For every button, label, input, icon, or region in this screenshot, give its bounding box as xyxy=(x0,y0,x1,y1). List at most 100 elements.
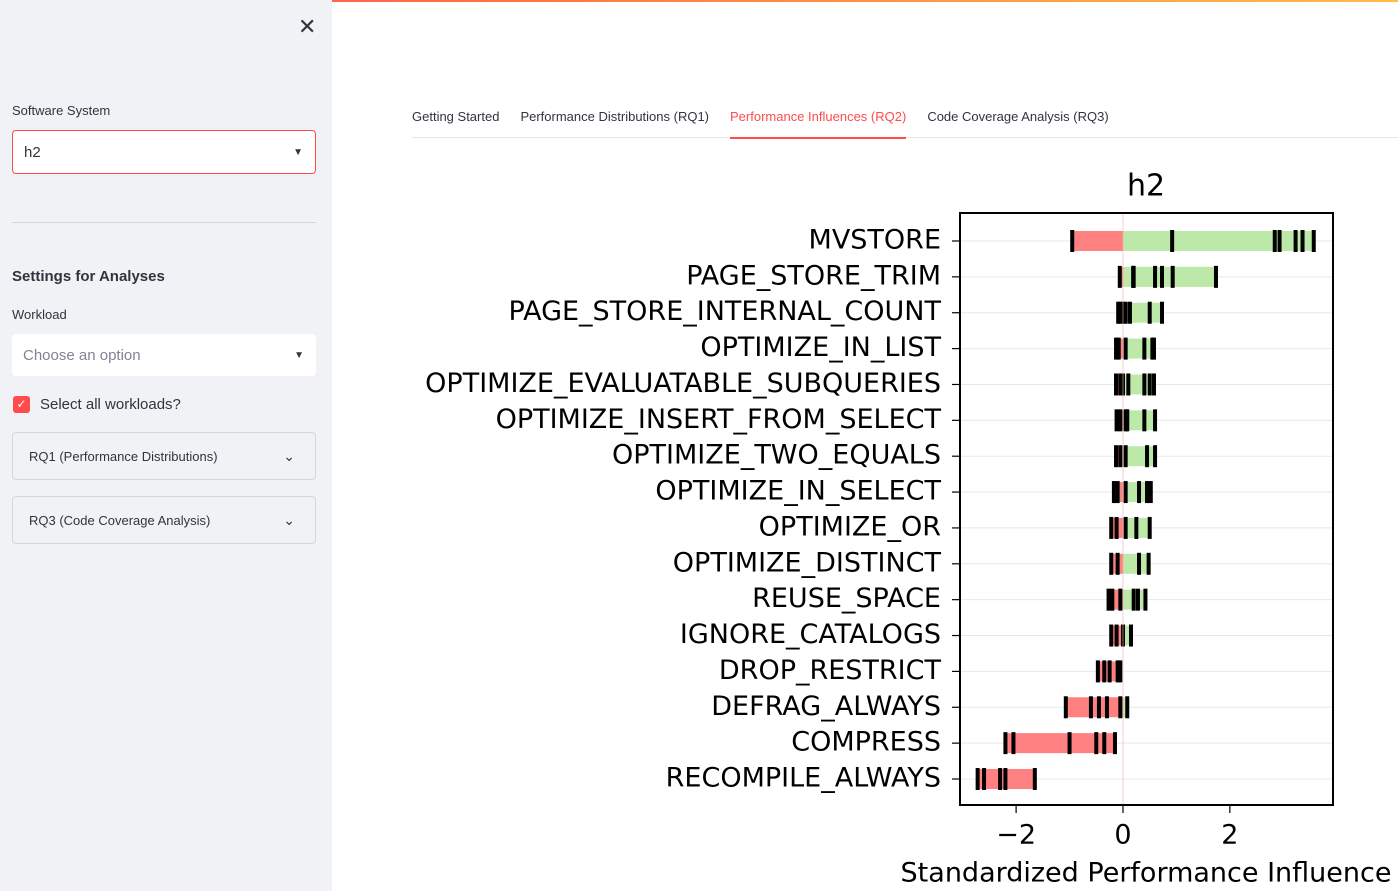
tab[interactable]: Getting Started xyxy=(412,109,500,124)
workload-tick xyxy=(1142,409,1147,432)
x-tick-label: 2 xyxy=(1221,820,1238,851)
chart-title: h2 xyxy=(1127,169,1165,204)
caret: ▼ xyxy=(294,349,304,361)
workload-tick xyxy=(1106,588,1111,611)
tab[interactable]: Code Coverage Analysis (RQ3) xyxy=(927,109,1109,124)
checkbox[interactable]: ✓ xyxy=(13,396,30,413)
workload-tick xyxy=(1115,552,1120,575)
workload-tick xyxy=(1011,732,1016,755)
workload-tick xyxy=(1118,409,1123,432)
negative-range xyxy=(1005,733,1115,754)
tab-bar: Getting Started Performance Distribution… xyxy=(412,100,1398,139)
positive-range xyxy=(1122,482,1151,503)
workload-tick xyxy=(1114,373,1119,396)
workload-tick xyxy=(1114,445,1119,468)
tab[interactable]: Performance Distributions (RQ1) xyxy=(520,109,710,124)
caret: ▼ xyxy=(293,146,303,158)
label: Workload xyxy=(12,307,67,322)
plot-frame xyxy=(959,212,1334,806)
checkbox-label: Select all workloads? xyxy=(40,396,181,413)
positive-range xyxy=(1122,231,1314,251)
workload-tick xyxy=(1137,552,1142,575)
workload-tick xyxy=(1003,768,1008,790)
y-tick-label: OPTIMIZE_OR xyxy=(759,511,941,542)
workload-tick xyxy=(1123,301,1128,324)
label: Software System xyxy=(12,103,111,118)
workload-tick xyxy=(1003,732,1008,755)
expander-label: RQ1 (Performance Distributions) xyxy=(29,448,218,464)
workload-tick xyxy=(1116,301,1121,324)
heading: Settings for Analyses xyxy=(12,268,165,285)
workload-tick xyxy=(1104,696,1109,719)
workload-tick xyxy=(1277,230,1282,252)
workload-tick xyxy=(1114,409,1119,432)
workload-tick xyxy=(975,768,980,790)
positive-range xyxy=(1122,446,1156,467)
positive-range xyxy=(1122,302,1162,323)
tab[interactable]: Performance Influences (RQ2) xyxy=(730,100,907,139)
workload-tick xyxy=(1293,230,1298,252)
x-axis-label: Standardized Performance Influence xyxy=(901,858,1392,889)
workload-tick xyxy=(1115,481,1120,504)
x-tick-label: −2 xyxy=(996,820,1036,851)
y-tick-label: OPTIMIZE_EVALUATABLE_SUBQUERIES xyxy=(425,368,941,399)
sidebar: ✕ Software System h2 ▼ Settings for Analy… xyxy=(0,0,332,891)
workload-tick xyxy=(1131,265,1136,288)
y-tick-label: COMPRESS xyxy=(791,727,941,758)
workload-tick xyxy=(1109,516,1114,539)
workload-tick xyxy=(1123,481,1128,504)
multiselect[interactable]: Choose an option ▼ xyxy=(12,334,316,376)
workload-tick xyxy=(1159,301,1164,324)
workload-tick xyxy=(1127,301,1132,324)
positive-range xyxy=(1122,697,1128,718)
negative-range xyxy=(1065,697,1123,718)
workload-tick xyxy=(1095,660,1100,683)
workload-tick xyxy=(1110,588,1115,611)
workload-tick xyxy=(1112,732,1117,755)
y-tick-label: DROP_RESTRICT xyxy=(719,655,942,686)
workload-tick xyxy=(1111,481,1116,504)
workload-tick xyxy=(1114,516,1119,539)
workload-tick xyxy=(1088,696,1093,719)
workload-tick xyxy=(1147,301,1152,324)
workload-tick xyxy=(1137,481,1142,504)
workload-tick xyxy=(1147,373,1152,396)
y-tick-label: RECOMPILE_ALWAYS xyxy=(666,763,941,794)
y-tick-label: OPTIMIZE_DISTINCT xyxy=(673,547,942,578)
x-tick-label: 0 xyxy=(1114,820,1131,851)
workload-tick xyxy=(1102,732,1107,755)
workload-tick xyxy=(1123,445,1128,468)
workload-tick xyxy=(1067,732,1072,755)
positive-range xyxy=(1122,410,1156,431)
workload-tick xyxy=(1147,516,1152,539)
expander[interactable]: RQ1 (Performance Distributions) ⌄ xyxy=(12,432,316,480)
workload-tick xyxy=(1118,301,1123,324)
workload-tick xyxy=(998,768,1003,790)
expander[interactable]: RQ3 (Code Coverage Analysis) ⌄ xyxy=(12,496,316,544)
workload-tick xyxy=(1153,265,1158,288)
close-button[interactable]: ✕ xyxy=(298,14,317,39)
workload-tick xyxy=(1116,337,1121,360)
workload-tick xyxy=(1129,624,1134,647)
y-tick-label: OPTIMIZE_INSERT_FROM_SELECT xyxy=(496,404,942,435)
y-tick-label: OPTIMIZE_IN_SELECT xyxy=(655,476,941,507)
workload-tick xyxy=(1151,337,1156,360)
expander-label: RQ3 (Code Coverage Analysis) xyxy=(29,512,211,528)
workload-tick xyxy=(1145,445,1150,468)
workload-tick xyxy=(1109,552,1114,575)
chart: h2 Standardized Performance Influence MV… xyxy=(425,169,1392,889)
workload-tick xyxy=(1118,588,1123,611)
workload-tick xyxy=(1170,265,1175,288)
positive-range xyxy=(1122,266,1216,287)
workload-tick xyxy=(1151,373,1156,396)
workload-tick xyxy=(1125,409,1130,432)
workload-tick xyxy=(1148,481,1153,504)
select[interactable]: h2 ▼ xyxy=(12,130,316,174)
workload-tick xyxy=(1142,373,1147,396)
y-tick-label: PAGE_STORE_TRIM xyxy=(686,260,941,291)
workload-tick xyxy=(1118,373,1123,396)
workload-tick xyxy=(1096,696,1101,719)
workload-tick xyxy=(1123,337,1128,360)
select-value: h2 xyxy=(24,143,41,161)
